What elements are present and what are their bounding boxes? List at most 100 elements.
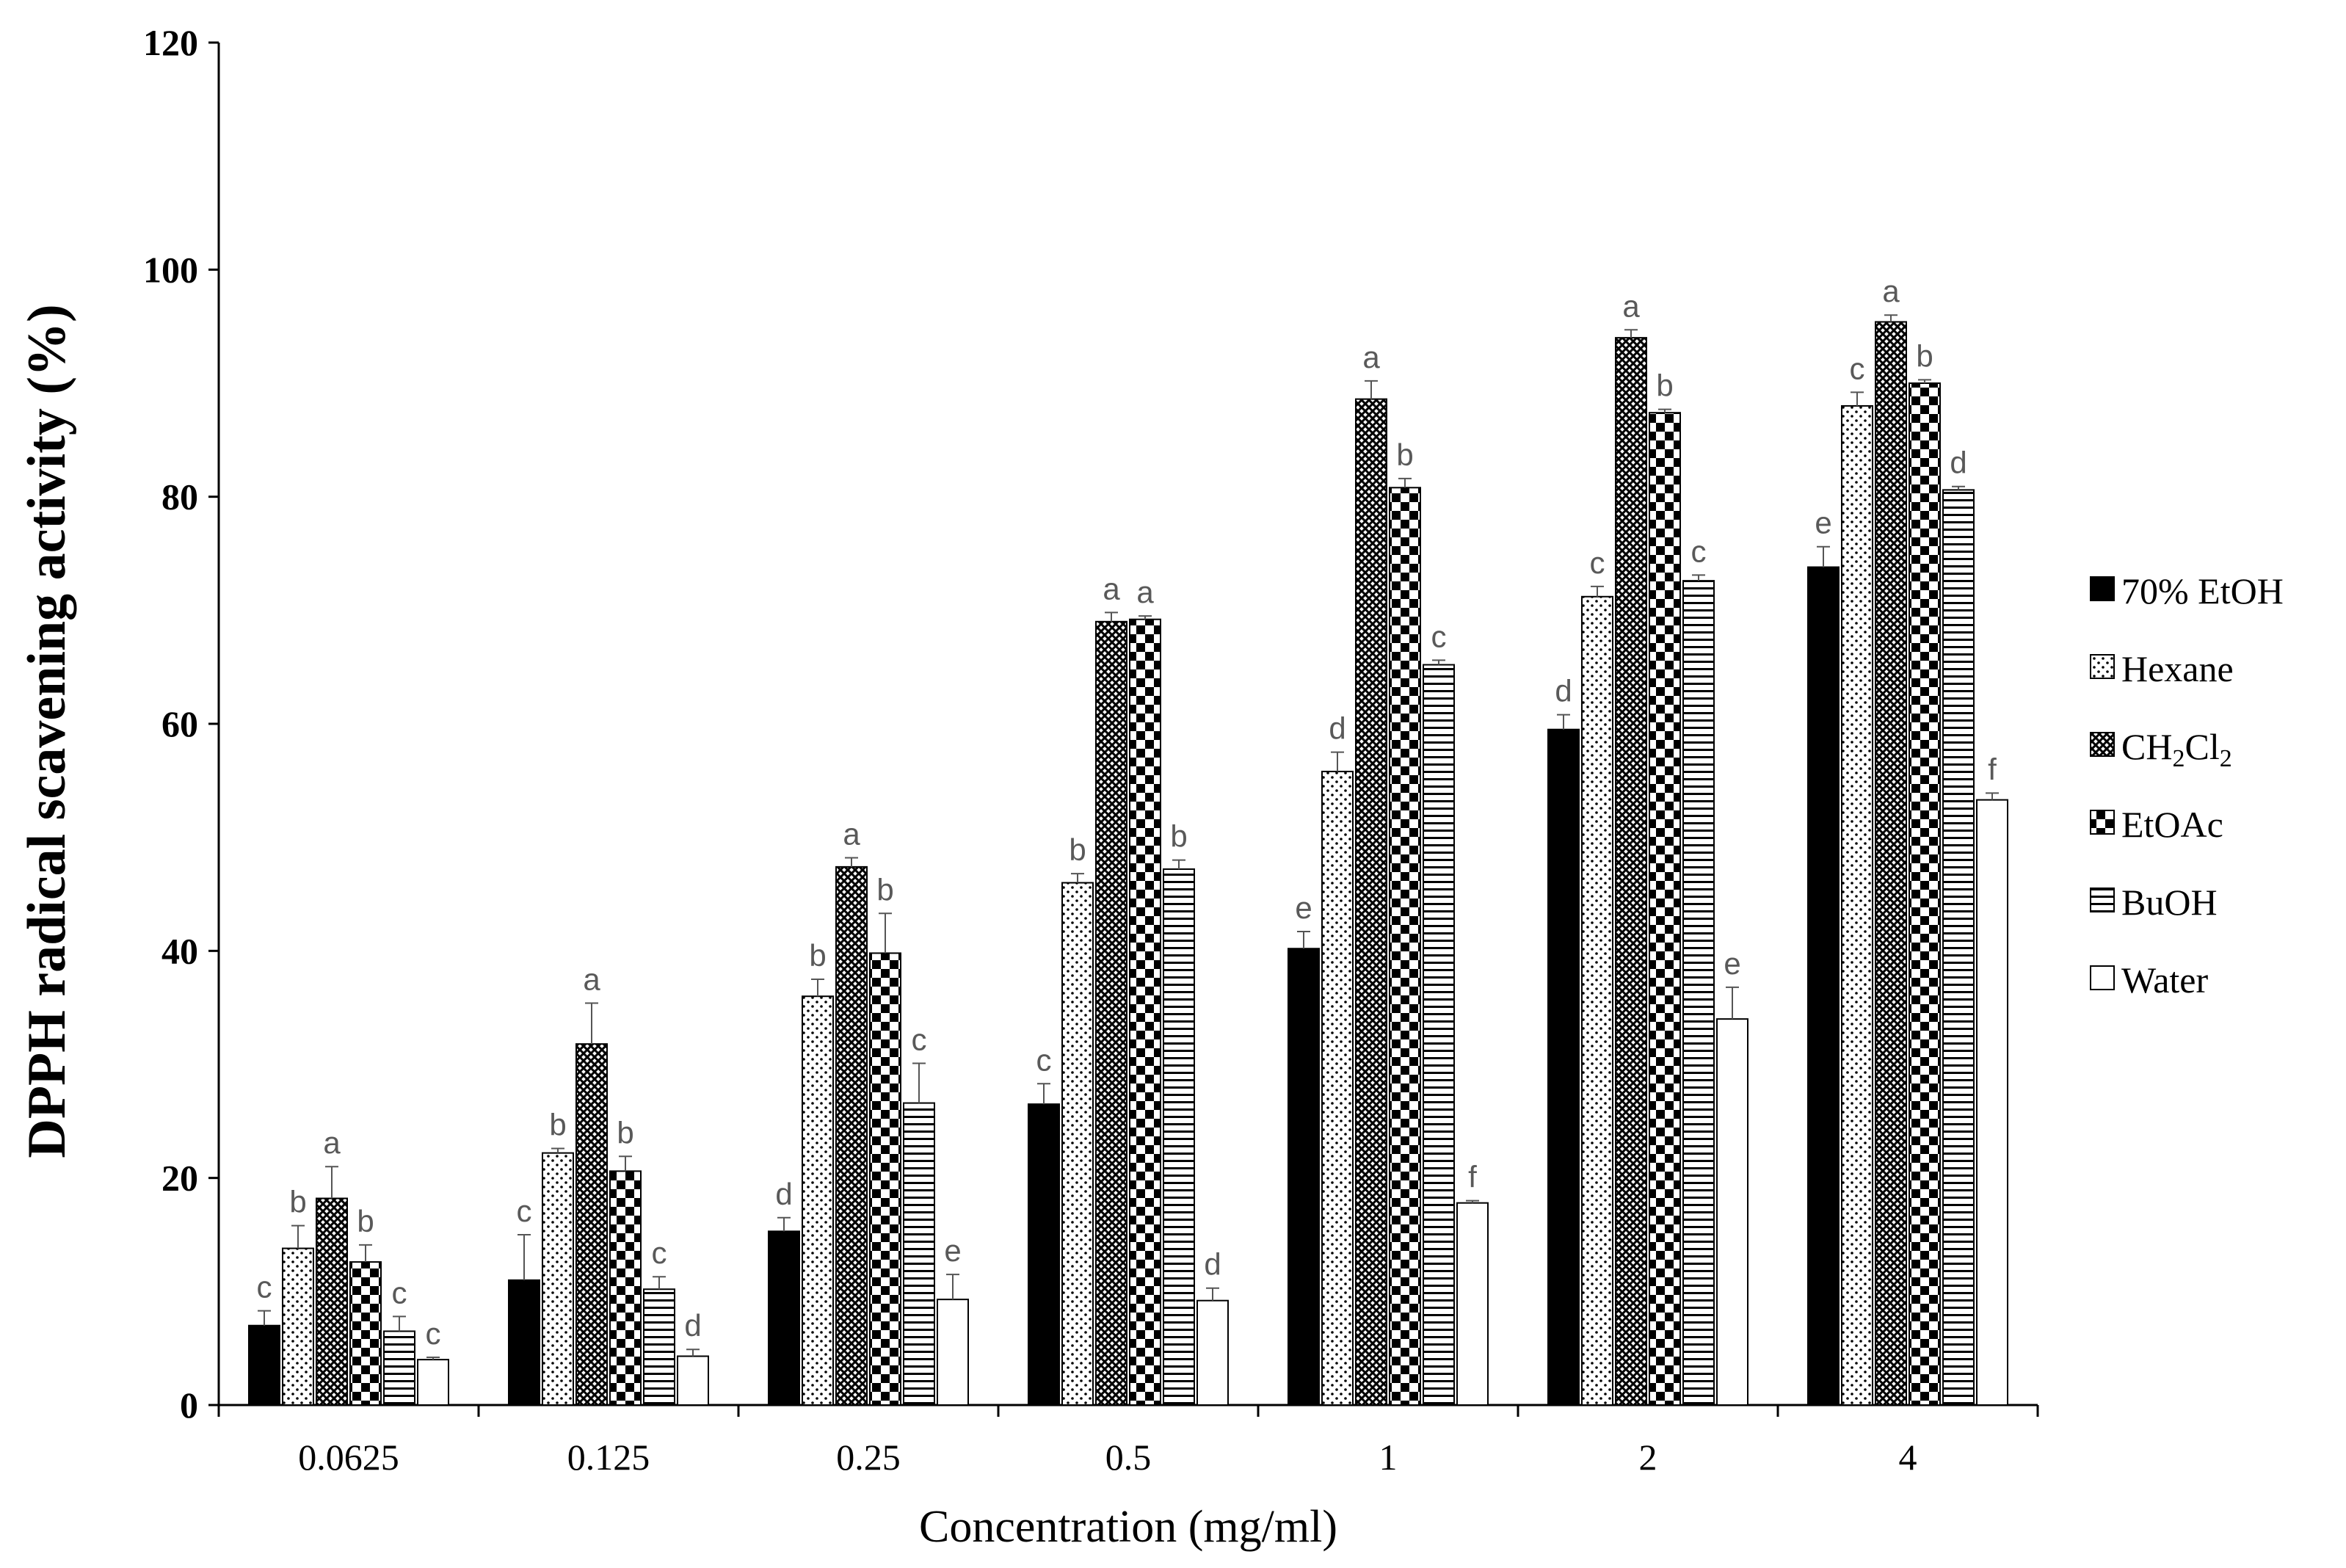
bar xyxy=(1389,487,1421,1406)
bar xyxy=(1061,882,1094,1406)
significance-letter: a xyxy=(1136,575,1154,609)
legend-text: Hexane xyxy=(2121,648,2234,689)
bar xyxy=(1196,1299,1229,1406)
significance-letter: c xyxy=(1590,545,1605,580)
x-tick-label: 0.5 xyxy=(1105,1437,1152,1478)
significance-letter: a xyxy=(1882,274,1900,308)
bar xyxy=(383,1330,415,1407)
bar xyxy=(1095,620,1127,1406)
significance-letter: f xyxy=(1988,752,1997,786)
bar xyxy=(349,1261,382,1406)
x-tick-label: 1 xyxy=(1379,1437,1398,1478)
significance-letter: d xyxy=(1329,711,1346,746)
legend-subscript: 2 xyxy=(2172,745,2185,772)
significance-letter: b xyxy=(1916,338,1933,373)
legend-swatch xyxy=(2090,965,2115,990)
x-tick-label: 0.25 xyxy=(836,1437,901,1478)
bar xyxy=(869,952,901,1406)
bar xyxy=(1976,799,2008,1407)
bar xyxy=(1163,868,1195,1407)
bar xyxy=(1841,404,1873,1406)
y-tick-label: 100 xyxy=(143,249,198,290)
significance-letter: b xyxy=(289,1185,306,1219)
legend-text: Cl xyxy=(2185,726,2219,767)
significance-letter: c xyxy=(426,1316,441,1351)
legend-item: BuOH xyxy=(2090,882,2218,923)
x-tick-label: 0.125 xyxy=(567,1437,650,1478)
y-axis-title: DPPH radical scavening activity (%) xyxy=(17,304,77,1158)
bar xyxy=(508,1279,540,1407)
legend-label: 70% EtOH xyxy=(2121,570,2284,611)
legend-label: Water xyxy=(2121,959,2208,1001)
bar xyxy=(802,995,834,1406)
bar xyxy=(1581,595,1613,1406)
bar xyxy=(1649,412,1681,1406)
bar xyxy=(835,865,868,1406)
significance-letter: c xyxy=(257,1270,272,1304)
x-tick-label: 4 xyxy=(1899,1437,1917,1478)
legend-item: 70% EtOH xyxy=(2090,570,2284,611)
significance-letter: c xyxy=(1036,1042,1052,1077)
significance-letter: a xyxy=(843,817,860,852)
significance-letter: b xyxy=(809,938,826,973)
bar xyxy=(937,1299,969,1407)
significance-letter: e xyxy=(1724,946,1740,981)
legend-label: BuOH xyxy=(2121,882,2218,923)
significance-letter: c xyxy=(652,1235,667,1270)
significance-letter: b xyxy=(1656,369,1673,403)
significance-letter: c xyxy=(1431,619,1447,653)
bar xyxy=(316,1197,348,1407)
bar xyxy=(1288,948,1320,1406)
bar xyxy=(1716,1018,1748,1406)
legend-label: CH2Cl2 xyxy=(2121,726,2232,772)
significance-letter: a xyxy=(1622,288,1640,323)
x-tick-label: 0.0625 xyxy=(298,1437,399,1478)
legend-item: Hexane xyxy=(2090,648,2234,689)
y-tick-label: 80 xyxy=(161,476,198,518)
legend-subscript: 2 xyxy=(2220,745,2232,772)
legend-item: EtOAc xyxy=(2090,804,2223,845)
significance-letter: c xyxy=(517,1194,532,1228)
bar xyxy=(575,1043,608,1407)
significance-letter: b xyxy=(1396,438,1413,472)
bar xyxy=(1615,337,1647,1407)
legend-label: Hexane xyxy=(2121,648,2234,689)
significance-letter: a xyxy=(1103,571,1120,606)
significance-letter: d xyxy=(1204,1247,1221,1282)
legend-text: EtOAc xyxy=(2121,804,2223,845)
bar xyxy=(282,1247,314,1407)
significance-letter: d xyxy=(1555,674,1572,708)
legend-item: Water xyxy=(2090,959,2208,1001)
legend-swatch xyxy=(2090,810,2115,835)
bar xyxy=(1355,398,1387,1406)
bar xyxy=(1129,618,1161,1406)
significance-letter: a xyxy=(583,962,600,996)
bar xyxy=(542,1152,574,1406)
bar xyxy=(417,1359,449,1406)
legend-label: EtOAc xyxy=(2121,804,2223,845)
legend: 70% EtOH Hexane CH2Cl2 EtOAc BuOH Water xyxy=(2090,570,2284,1001)
significance-letter: b xyxy=(617,1115,633,1150)
significance-letter: c xyxy=(912,1022,927,1056)
y-tick-label: 20 xyxy=(161,1158,198,1199)
significance-letter: b xyxy=(1170,819,1187,854)
significance-letter: c xyxy=(1850,351,1865,385)
significance-letter: d xyxy=(1950,446,1966,480)
significance-letter: e xyxy=(1295,890,1312,925)
bars xyxy=(248,314,2008,1407)
significance-letter: d xyxy=(775,1177,792,1211)
significance-letter: a xyxy=(323,1125,341,1160)
bar xyxy=(609,1170,642,1407)
significance-letter: b xyxy=(549,1107,566,1141)
bar xyxy=(248,1324,280,1406)
significance-letter: b xyxy=(357,1204,374,1238)
bar xyxy=(768,1230,800,1406)
significance-letter: a xyxy=(1362,340,1380,374)
bar xyxy=(1423,664,1455,1406)
bar xyxy=(1321,770,1354,1406)
bar xyxy=(1456,1202,1489,1407)
bar xyxy=(1875,321,1907,1407)
y-tick-label: 60 xyxy=(161,703,198,744)
y-tick-label: 40 xyxy=(161,930,198,971)
